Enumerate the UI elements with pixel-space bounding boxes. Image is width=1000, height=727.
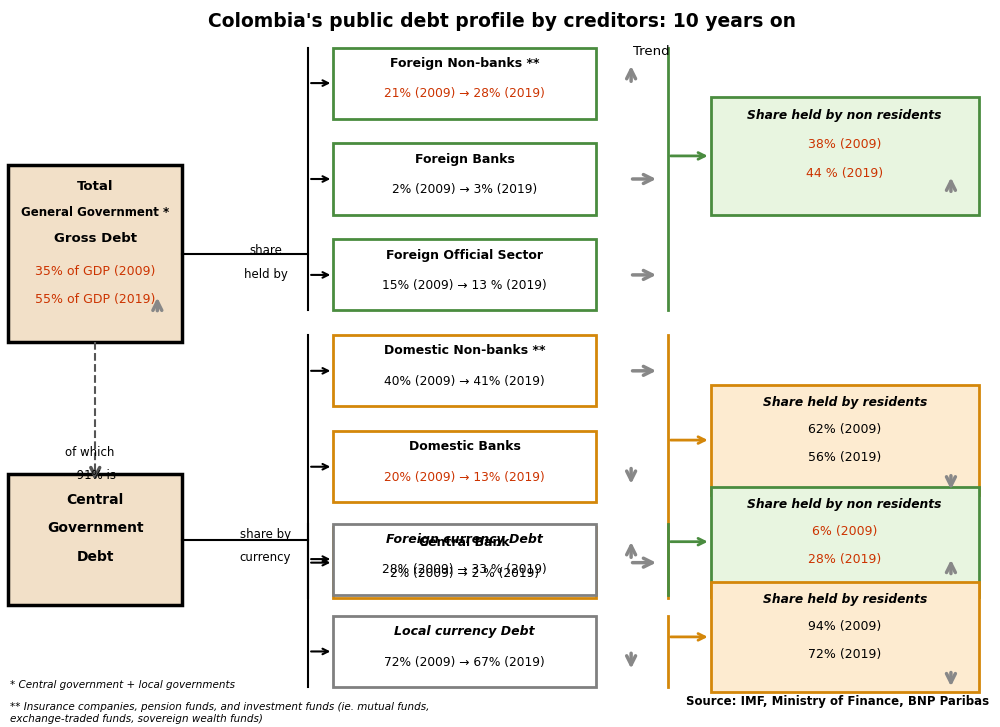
Text: 44 % (2019): 44 % (2019) [806,167,883,180]
FancyBboxPatch shape [711,97,979,214]
Text: Gross Debt: Gross Debt [54,231,137,244]
Text: Debt: Debt [77,550,114,563]
Text: 35% of GDP (2009): 35% of GDP (2009) [35,265,155,278]
Text: 94% (2009): 94% (2009) [808,620,881,633]
Text: Trend: Trend [633,44,669,57]
Text: Share held by non residents: Share held by non residents [747,498,942,511]
FancyBboxPatch shape [333,523,596,595]
Text: share: share [249,244,282,257]
Text: currency: currency [240,551,291,564]
Text: Total: Total [77,180,114,193]
Text: 2% (2009) → 2 % (2019): 2% (2009) → 2 % (2019) [390,567,539,580]
Text: Government: Government [47,521,144,535]
Text: 72% (2009) → 67% (2019): 72% (2009) → 67% (2019) [384,656,545,669]
Text: Share held by residents: Share held by residents [763,396,927,409]
Text: Local currency Debt: Local currency Debt [394,625,535,638]
FancyBboxPatch shape [711,385,979,495]
FancyBboxPatch shape [8,474,182,606]
Text: 55% of GDP (2019): 55% of GDP (2019) [35,293,155,306]
FancyBboxPatch shape [333,527,596,598]
Text: Share held by residents: Share held by residents [763,593,927,606]
Text: held by: held by [244,268,288,281]
Text: Foreign Non-banks **: Foreign Non-banks ** [390,57,539,70]
Text: 28% (2019): 28% (2019) [808,553,881,566]
Text: Domestic Banks: Domestic Banks [409,441,521,454]
FancyBboxPatch shape [711,582,979,692]
FancyBboxPatch shape [8,165,182,342]
Text: Share held by non residents: Share held by non residents [747,108,942,121]
FancyBboxPatch shape [333,431,596,502]
Text: 62% (2009): 62% (2009) [808,423,881,436]
Text: General Government *: General Government * [21,206,169,219]
Text: Foreign Official Sector: Foreign Official Sector [386,249,543,262]
Text: Colombia's public debt profile by creditors: 10 years on: Colombia's public debt profile by credit… [208,12,796,31]
FancyBboxPatch shape [333,143,596,214]
Text: share by: share by [240,528,291,541]
Text: * Central government + local governments: * Central government + local governments [10,680,235,690]
Text: Source: IMF, Ministry of Finance, BNP Paribas: Source: IMF, Ministry of Finance, BNP Pa… [686,696,989,708]
Text: 38% (2009): 38% (2009) [808,138,881,151]
Text: 28% (2009) → 33 % (2019): 28% (2009) → 33 % (2019) [382,563,547,577]
Text: Domestic Non-banks **: Domestic Non-banks ** [384,345,545,358]
Text: 72% (2019): 72% (2019) [808,648,881,661]
Text: 40% (2009) → 41% (2019): 40% (2009) → 41% (2019) [384,375,545,388]
FancyBboxPatch shape [333,47,596,119]
Text: Central: Central [67,493,124,507]
FancyBboxPatch shape [333,335,596,406]
Text: 2% (2009) → 3% (2019): 2% (2009) → 3% (2019) [392,183,537,196]
Text: 20% (2009) → 13% (2019): 20% (2009) → 13% (2019) [384,471,545,484]
FancyBboxPatch shape [333,239,596,310]
Text: Foreign Banks: Foreign Banks [415,153,515,166]
Text: 21% (2009) → 28% (2019): 21% (2009) → 28% (2019) [384,87,545,100]
Text: 56% (2019): 56% (2019) [808,451,881,464]
Text: ~ 91% is: ~ 91% is [63,469,116,482]
Text: Central Bank: Central Bank [419,537,510,550]
Text: 6% (2009): 6% (2009) [812,525,877,538]
Text: ** Insurance companies, pension funds, and investment funds (ie. mutual funds,
e: ** Insurance companies, pension funds, a… [10,702,430,723]
FancyBboxPatch shape [333,616,596,687]
Text: of which: of which [65,446,114,459]
Text: Foreign currency Debt: Foreign currency Debt [386,533,543,546]
FancyBboxPatch shape [711,486,979,597]
Text: 15% (2009) → 13 % (2019): 15% (2009) → 13 % (2019) [382,279,547,292]
